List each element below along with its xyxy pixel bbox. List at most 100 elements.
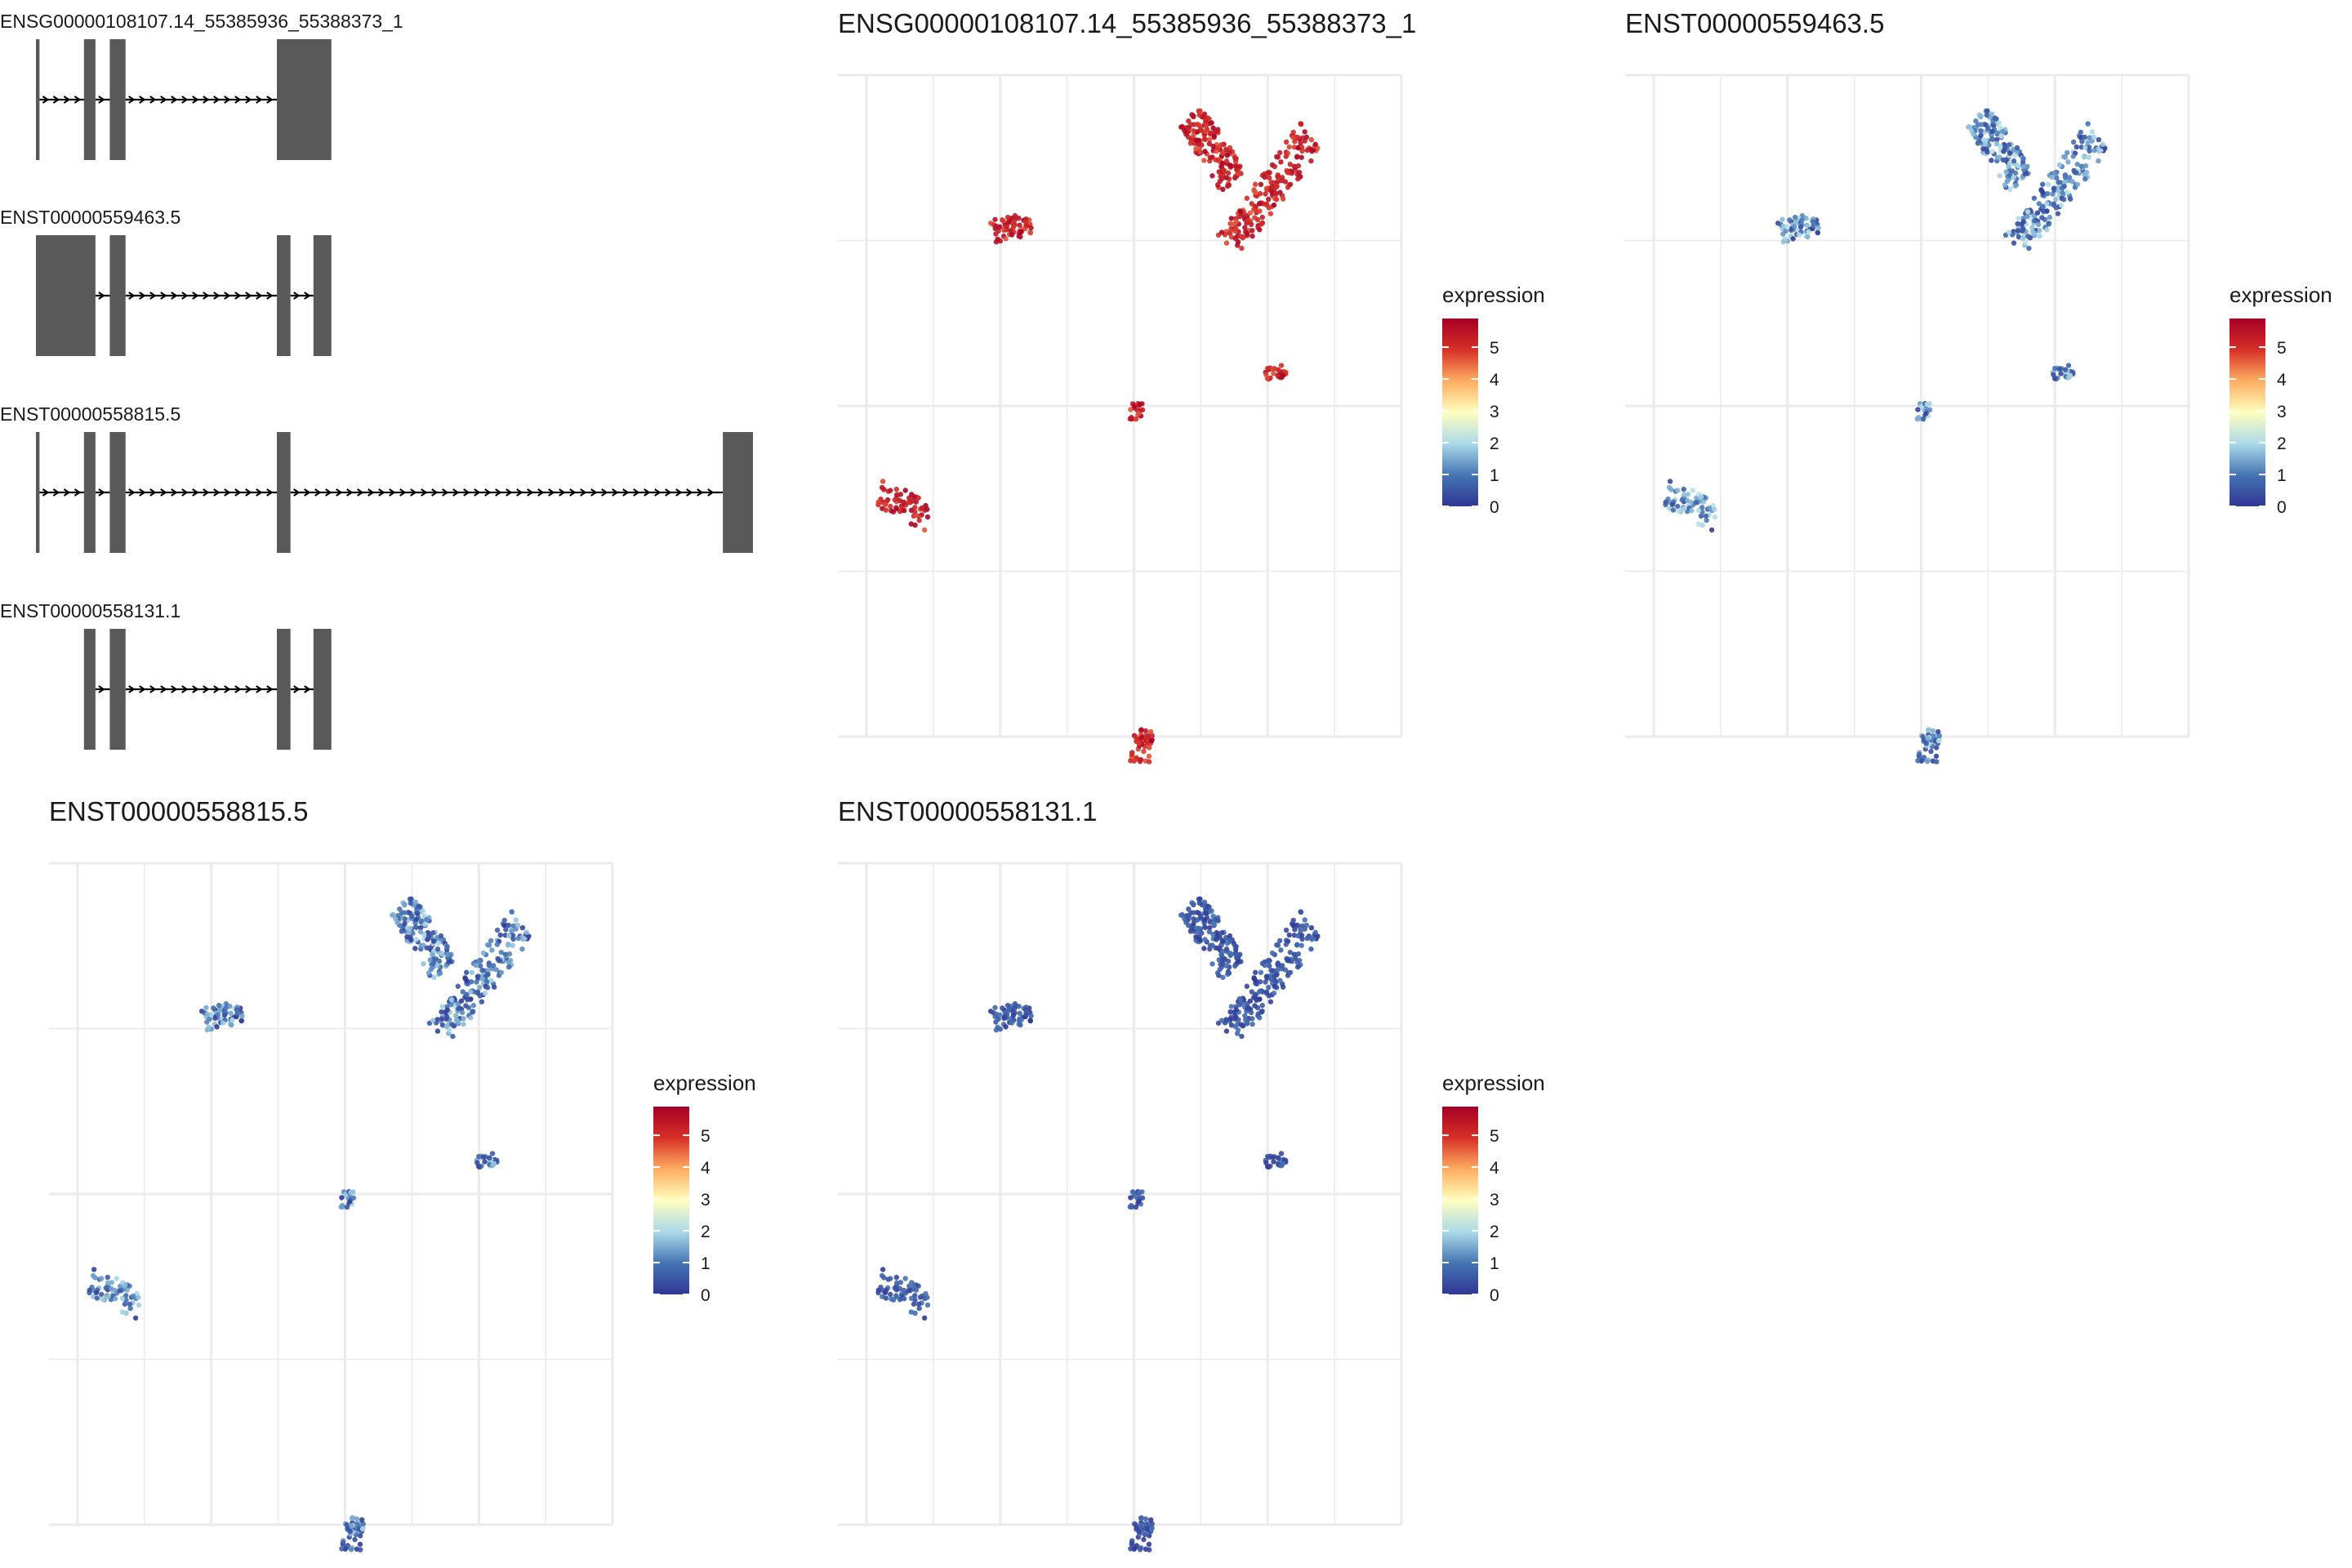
cell-point	[1936, 733, 1942, 739]
cell-point	[1992, 115, 1998, 121]
cell-point	[1257, 978, 1263, 985]
cell-point	[425, 933, 432, 939]
cell-point	[1148, 728, 1154, 735]
cell-point	[2086, 154, 2091, 160]
cell-point	[211, 1005, 216, 1011]
cell-point	[427, 957, 433, 963]
cell-point	[902, 1295, 907, 1302]
cell-point	[435, 940, 441, 947]
cell-point	[459, 1009, 466, 1016]
intron-arrow-icon	[181, 292, 189, 300]
cell-point	[2100, 141, 2105, 147]
cell-point	[2016, 216, 2022, 221]
cell-point	[1283, 927, 1290, 933]
intron-arrow-icon	[580, 488, 587, 497]
cell-point	[1704, 517, 1709, 523]
intron-arrow-icon	[707, 488, 715, 497]
legend-title: expression	[2230, 283, 2332, 307]
cell-point	[1149, 1521, 1155, 1527]
cell-point	[1272, 978, 1278, 984]
intron-arrow-icon	[256, 292, 263, 300]
cell-point	[486, 963, 492, 969]
cell-point	[2020, 226, 2026, 232]
intron-arrow-icon	[304, 685, 311, 693]
intron-arrow-icon	[389, 488, 396, 497]
cell-point	[1146, 1533, 1152, 1539]
cell-point	[1225, 170, 1232, 176]
cell-point	[1257, 190, 1263, 197]
cell-point	[1259, 214, 1265, 220]
cell-point	[1149, 733, 1155, 739]
cell-point	[1984, 108, 1990, 114]
cell-points	[875, 896, 1321, 1552]
cell-point	[1267, 175, 1272, 180]
cell-point	[2079, 139, 2085, 145]
intron-arrow-icon	[346, 488, 354, 497]
cell-point	[485, 942, 491, 948]
cell-point	[1804, 222, 1810, 228]
cell-point	[99, 1291, 105, 1298]
cell-point	[1279, 374, 1285, 381]
cell-point	[893, 1274, 899, 1281]
cell-point	[497, 932, 503, 938]
cell-point	[506, 964, 512, 970]
cell-point	[1233, 163, 1239, 169]
colorbar-tick-label: 4	[2277, 371, 2287, 390]
cell-point	[2035, 221, 2042, 228]
cell-point	[1210, 143, 1216, 149]
cell-point	[340, 1539, 346, 1546]
cell-point	[2058, 202, 2065, 208]
cell-point	[223, 1005, 229, 1011]
cell-point	[1023, 222, 1029, 229]
cell-point	[1708, 527, 1715, 533]
cell-point	[1197, 896, 1203, 902]
cell-point	[1214, 970, 1221, 976]
cell-point	[1780, 238, 1787, 245]
legend-title: expression	[1442, 283, 1545, 307]
cell-point	[475, 975, 481, 981]
cell-point	[1218, 229, 1225, 235]
cell-point	[2087, 148, 2092, 154]
cell-point	[1252, 969, 1258, 975]
colorbar-tick-label: 0	[1490, 1286, 1499, 1305]
cell-point	[2074, 170, 2079, 176]
intron-arrow-icon	[160, 685, 167, 693]
cell-point	[1263, 989, 1270, 995]
cell-point	[1693, 500, 1699, 506]
cell-point	[1193, 145, 1199, 152]
cell-point	[1308, 924, 1315, 931]
cell-point	[1928, 748, 1934, 755]
cell-point	[1292, 139, 1298, 145]
cell-point	[1273, 985, 1280, 991]
cell-point	[1232, 1023, 1239, 1030]
cell-point	[1248, 221, 1254, 228]
cell-point	[1226, 182, 1232, 188]
cell-point	[1138, 1523, 1143, 1530]
cell-point	[2040, 203, 2046, 210]
intron-arrow-icon	[304, 488, 311, 497]
cell-point	[1264, 958, 1271, 964]
gridlines	[49, 862, 614, 1526]
cell-point	[908, 1295, 915, 1302]
cell-point	[916, 517, 922, 523]
colorbar-tick-label: 4	[701, 1159, 710, 1178]
cell-point	[1276, 367, 1281, 373]
cell-point	[2069, 179, 2076, 185]
cell-point	[2038, 188, 2045, 194]
cell-point	[455, 983, 461, 989]
cell-point	[357, 1541, 363, 1548]
cell-point	[1287, 969, 1294, 975]
cell-point	[2019, 221, 2025, 227]
cell-point	[1028, 1013, 1034, 1019]
cell-point	[993, 238, 1000, 245]
cell-point	[2061, 179, 2068, 185]
cell-point	[438, 933, 444, 939]
cell-point	[1268, 968, 1274, 973]
cell-point	[402, 915, 408, 922]
cell-point	[2054, 175, 2060, 180]
cell-point	[1670, 507, 1677, 513]
intron-arrow-icon	[463, 488, 470, 497]
cell-point	[1703, 513, 1709, 519]
cell-point	[443, 1023, 450, 1030]
cell-point	[1251, 976, 1258, 982]
